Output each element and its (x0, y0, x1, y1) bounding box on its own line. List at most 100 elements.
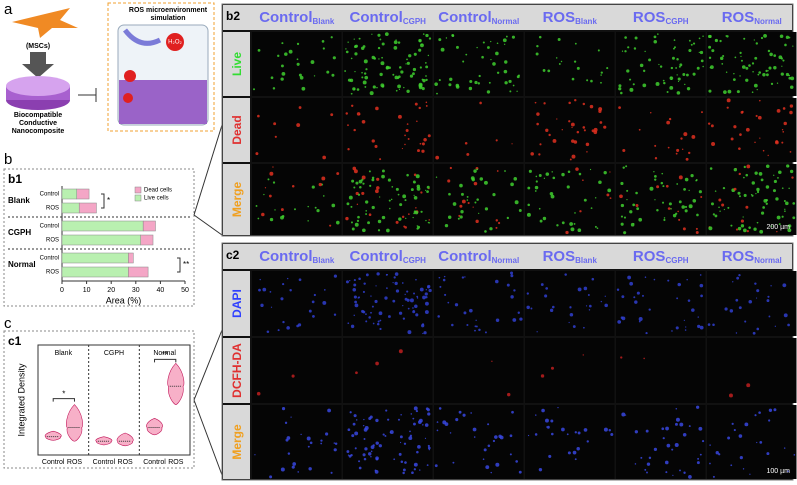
cell-dot (538, 153, 541, 156)
cell-dot (414, 182, 416, 184)
x-tick-label: 40 (157, 287, 165, 294)
cell-dot (518, 209, 522, 212)
cell-dot (719, 39, 722, 43)
cell-dot (676, 183, 679, 185)
cell-dot (666, 443, 671, 448)
cell-dot (589, 104, 594, 109)
cell-dot (375, 441, 379, 445)
cell-dot (582, 102, 586, 106)
cell-dot (725, 71, 728, 73)
micrograph (434, 405, 524, 479)
column-header-main: Control (438, 248, 491, 265)
cell-dot (733, 168, 737, 172)
micrograph (434, 98, 524, 162)
cell-dot (370, 295, 372, 297)
cell-dot (397, 84, 401, 89)
cell-dot (363, 59, 368, 64)
cell-dot (495, 462, 500, 467)
cell-dot (540, 374, 545, 378)
cell-dot (257, 217, 260, 220)
cell-dot (655, 81, 660, 86)
cell-dot (321, 40, 325, 43)
cell-dot (385, 66, 389, 70)
cell-dot (624, 36, 627, 39)
cell-dot (413, 196, 418, 200)
cell-dot (290, 416, 292, 418)
cell-dot (419, 142, 422, 145)
cell-dot (422, 332, 424, 335)
cell-dot (750, 193, 753, 196)
cell-dot (355, 419, 358, 421)
cell-dot (346, 202, 350, 206)
cell-dot (586, 440, 589, 443)
cell-dot (368, 316, 371, 319)
bar (61, 252, 129, 264)
cell-dot (252, 88, 256, 91)
cell-dot (329, 224, 332, 227)
cell-dot (312, 315, 315, 318)
cell-dot (789, 104, 794, 108)
cell-dot (403, 86, 405, 89)
cell-dot (425, 65, 429, 69)
cell-dot (401, 147, 404, 150)
cell-dot (760, 36, 764, 40)
cell-dot (412, 417, 415, 420)
cell-dot (378, 311, 383, 316)
cell-dot (780, 72, 784, 76)
cell-dot (416, 297, 419, 299)
cell-dot (381, 42, 385, 46)
cell-dot (447, 179, 451, 183)
cell-dot (776, 215, 781, 220)
micrograph (434, 32, 524, 96)
cell-dot (477, 82, 481, 85)
cell-dot (345, 50, 349, 54)
cell-dot (538, 174, 542, 177)
cell-dot (465, 53, 468, 56)
cell-dot (255, 205, 258, 207)
cell-dot (530, 307, 533, 310)
cell-dot (675, 152, 678, 155)
cell-dot (355, 181, 359, 185)
arrow (22, 52, 54, 78)
cell-dot (538, 35, 542, 39)
cell-dot (708, 34, 712, 38)
connector (193, 329, 223, 476)
cell-dot (648, 58, 652, 62)
cell-dot (659, 65, 663, 68)
cell-dot (739, 75, 741, 77)
cell-dot (753, 83, 758, 88)
cell-dot (755, 42, 758, 45)
row-label-bg (223, 405, 250, 479)
cell-dot (737, 191, 741, 195)
cell-dot (386, 228, 390, 233)
cell-dot (570, 227, 575, 232)
cell-dot (759, 229, 764, 234)
cell-dot (436, 429, 439, 432)
cell-dot (606, 193, 610, 197)
plot-frame (37, 344, 191, 456)
cell-dot (381, 169, 385, 173)
cell-dot (550, 194, 555, 199)
cell-dot (738, 195, 741, 198)
cell-dot (767, 70, 769, 72)
cell-dot (354, 222, 359, 227)
cell-dot (670, 207, 672, 210)
cell-dot (759, 137, 761, 139)
cell-dot (748, 299, 753, 304)
cell-dot (492, 193, 496, 197)
micrograph (343, 32, 433, 96)
cell-dot (590, 79, 593, 83)
cell-dot (654, 144, 657, 147)
cell-dot (726, 35, 729, 38)
cell-dot (281, 42, 284, 45)
cell-dot (371, 305, 374, 308)
cells-label: (MSCs) (26, 43, 50, 50)
cell-dot (712, 323, 715, 327)
cell-dot (718, 453, 721, 456)
cell-dot (376, 186, 380, 190)
cell-dot (274, 209, 276, 211)
cell-dot (683, 471, 686, 474)
cell-dot (510, 182, 514, 187)
cell-dot (418, 82, 423, 87)
cell-dot (405, 217, 407, 220)
